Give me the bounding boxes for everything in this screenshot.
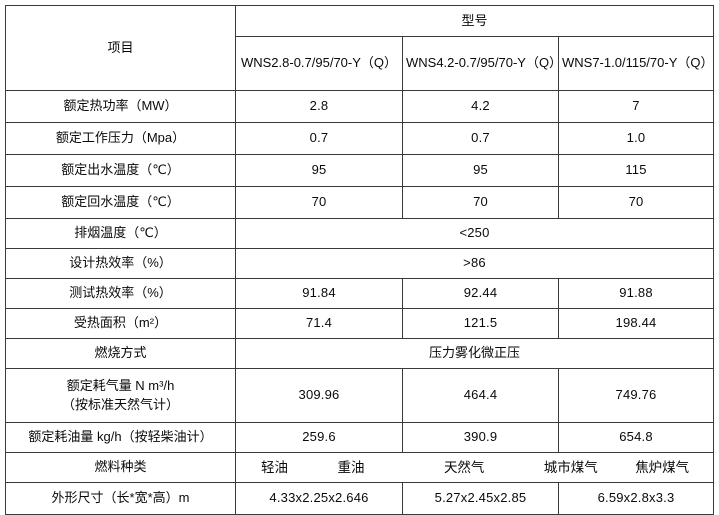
cell-value: 91.88 [557,278,715,309]
cell-value: 70 [235,186,403,219]
cell-value: 309.96 [235,368,403,423]
cell-value: 95 [402,154,559,187]
row-label-return-water-temp: 额定回水温度（℃） [5,186,236,219]
cell-value: 0.7 [402,122,559,155]
header-model-1: WNS2.8-0.7/95/70-Y（Q） [235,36,403,91]
cell-value-merged: 压力雾化微正压 [234,338,715,369]
cell-value: 749.76 [557,368,715,423]
header-model-2: WNS4.2-0.7/95/70-Y（Q） [402,36,562,91]
boiler-specification-table: 项目 型号 WNS2.8-0.7/95/70-Y（Q） WNS4.2-0.7/9… [5,5,715,515]
row-label-heating-surface: 受热面积（m²） [5,308,236,339]
cell-value-merged: 轻油 重油 天然气 城市煤气 焦炉煤气 [234,452,715,483]
row-label-gas-consumption-line2: （按标准天然气计） [61,396,179,412]
row-label-gas-consumption-line1: 额定耗气量 N m³/h [66,377,175,393]
cell-value: 70 [557,186,715,219]
table-header-row-models: WNS2.8-0.7/95/70-Y（Q） WNS4.2-0.7/95/70-Y… [6,36,715,91]
cell-value: 7 [557,90,715,123]
table-row: 设计热效率（%） >86 [5,248,715,279]
cell-value: 4.2 [402,90,559,123]
row-label-flue-gas-temp: 排烟温度（℃） [5,218,236,249]
header-item: 项目 [5,5,236,91]
table-row: 外形尺寸（长*宽*高）m 4.33x2.25x2.646 5.27x2.45x2… [5,482,715,515]
table-row: 额定热功率（MW） 2.8 4.2 7 [5,90,715,123]
table-row: 燃料种类 轻油 重油 天然气 城市煤气 焦炉煤气 [5,452,715,483]
cell-value: 92.44 [402,278,559,309]
row-label-fuel-types: 燃料种类 [5,452,236,483]
cell-value: 71.4 [235,308,403,339]
table-header-row-group: 项目 型号 [5,5,715,91]
cell-value: 115 [557,154,715,187]
cell-value: 70 [402,186,559,219]
spec-sheet: 项目 型号 WNS2.8-0.7/95/70-Y（Q） WNS4.2-0.7/9… [5,5,715,515]
cell-value: 95 [235,154,403,187]
fuel-type-list: 轻油 重油 天然气 城市煤气 焦炉煤气 [239,458,710,478]
table-row: 额定耗油量 kg/h（按轻柴油计） 259.6 390.9 654.8 [5,422,715,453]
table-row: 额定耗气量 N m³/h （按标准天然气计） 309.96 464.4 749.… [5,368,715,423]
row-label-oil-consumption: 额定耗油量 kg/h（按轻柴油计） [5,422,236,453]
cell-value: 390.9 [402,422,559,453]
cell-value: 2.8 [235,90,403,123]
row-label-working-pressure: 额定工作压力（Mpa） [5,122,236,155]
row-label-rated-power: 额定热功率（MW） [5,90,236,123]
cell-value: 121.5 [402,308,559,339]
fuel-type-item: 轻油 [261,459,288,475]
table-row: 排烟温度（℃） <250 [5,218,715,249]
table-row: 受热面积（m²） 71.4 121.5 198.44 [5,308,715,339]
cell-value-merged: >86 [234,248,715,279]
header-model-group: 型号 [234,5,715,37]
cell-value: 654.8 [557,422,715,453]
row-label-outlet-water-temp: 额定出水温度（℃） [5,154,236,187]
table-row: 额定出水温度（℃） 95 95 115 [5,154,715,187]
fuel-type-item: 城市煤气 [543,459,598,475]
table-row: 额定工作压力（Mpa） 0.7 0.7 1.0 [5,122,715,155]
row-label-dimensions: 外形尺寸（长*宽*高）m [5,482,236,515]
row-label-gas-consumption: 额定耗气量 N m³/h （按标准天然气计） [5,368,236,423]
fuel-type-item: 天然气 [443,459,485,475]
row-label-design-efficiency: 设计热效率（%） [5,248,236,279]
header-model-3: WNS7-1.0/115/70-Y（Q） [557,36,715,91]
cell-value: 91.84 [235,278,403,309]
fuel-type-item: 焦炉煤气 [635,459,690,475]
cell-value: 464.4 [402,368,559,423]
table-row: 燃烧方式 压力雾化微正压 [5,338,715,369]
cell-value: 5.27x2.45x2.85 [402,482,559,515]
row-label-combustion-mode: 燃烧方式 [5,338,236,369]
cell-value: 4.33x2.25x2.646 [235,482,403,515]
fuel-type-item: 重油 [337,459,365,475]
cell-value: 6.59x2.8x3.3 [557,482,715,515]
cell-value: 198.44 [557,308,715,339]
table-row: 测试热效率（%） 91.84 92.44 91.88 [5,278,715,309]
cell-value: 0.7 [235,122,403,155]
row-label-tested-efficiency: 测试热效率（%） [5,278,236,309]
cell-value-merged: <250 [234,218,715,249]
table-row: 额定回水温度（℃） 70 70 70 [5,186,715,219]
cell-value: 1.0 [557,122,715,155]
cell-value: 259.6 [235,422,403,453]
